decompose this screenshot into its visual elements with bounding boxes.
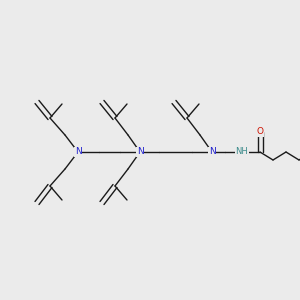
Text: N: N: [75, 148, 81, 157]
Text: N: N: [208, 148, 215, 157]
Text: NH: NH: [236, 148, 248, 157]
Text: O: O: [256, 128, 263, 136]
Text: N: N: [136, 148, 143, 157]
